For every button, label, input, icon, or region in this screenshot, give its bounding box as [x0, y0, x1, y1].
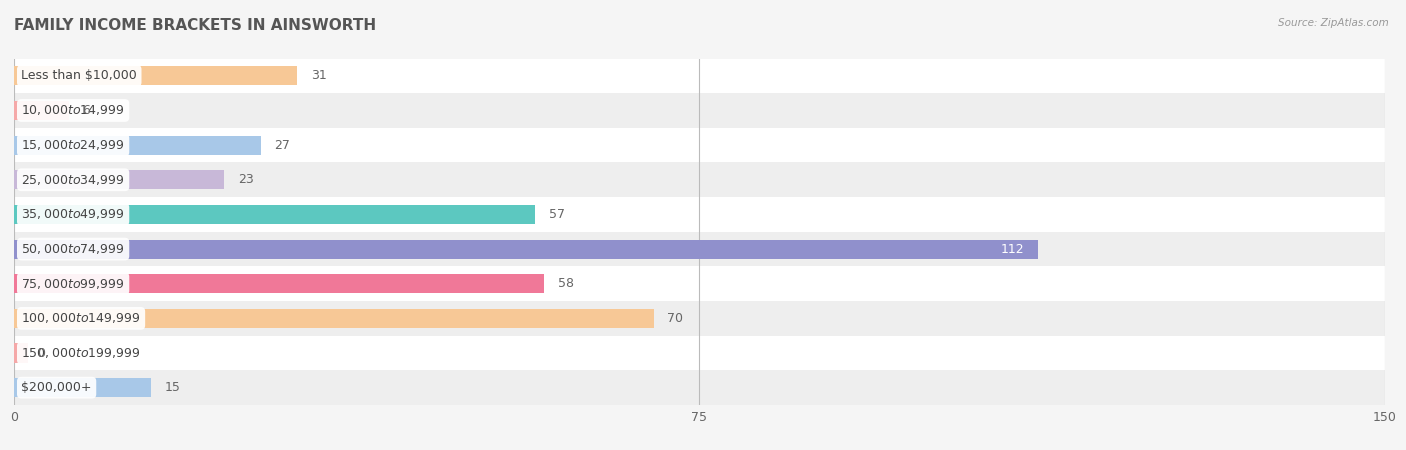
- Bar: [14, 93, 1385, 128]
- Text: FAMILY INCOME BRACKETS IN AINSWORTH: FAMILY INCOME BRACKETS IN AINSWORTH: [14, 18, 377, 33]
- Text: $150,000 to $199,999: $150,000 to $199,999: [21, 346, 141, 360]
- Bar: [14, 309, 654, 328]
- Bar: [14, 239, 1038, 259]
- Bar: [14, 128, 1385, 162]
- Bar: [14, 66, 298, 86]
- Text: 15: 15: [165, 381, 181, 394]
- Text: Source: ZipAtlas.com: Source: ZipAtlas.com: [1278, 18, 1389, 28]
- Bar: [14, 266, 1385, 301]
- Text: $25,000 to $34,999: $25,000 to $34,999: [21, 173, 125, 187]
- Text: $15,000 to $24,999: $15,000 to $24,999: [21, 138, 125, 152]
- Text: Less than $10,000: Less than $10,000: [21, 69, 138, 82]
- Bar: [14, 135, 262, 155]
- Text: $200,000+: $200,000+: [21, 381, 91, 394]
- Text: $35,000 to $49,999: $35,000 to $49,999: [21, 207, 125, 221]
- Text: 6: 6: [83, 104, 90, 117]
- Text: 57: 57: [548, 208, 565, 221]
- Text: 23: 23: [238, 173, 253, 186]
- Text: 70: 70: [668, 312, 683, 325]
- Bar: [14, 370, 1385, 405]
- Text: 31: 31: [311, 69, 326, 82]
- Bar: [14, 274, 544, 293]
- Text: 0: 0: [37, 346, 45, 360]
- Bar: [14, 205, 536, 224]
- Bar: [14, 301, 1385, 336]
- Text: $75,000 to $99,999: $75,000 to $99,999: [21, 277, 125, 291]
- Bar: [14, 170, 225, 189]
- Text: $50,000 to $74,999: $50,000 to $74,999: [21, 242, 125, 256]
- Text: 58: 58: [558, 277, 574, 290]
- Bar: [14, 101, 69, 120]
- Bar: [14, 378, 152, 397]
- Bar: [14, 58, 1385, 93]
- Bar: [14, 162, 1385, 197]
- Text: 27: 27: [274, 139, 291, 152]
- Bar: [14, 343, 28, 363]
- Bar: [14, 336, 1385, 370]
- Text: $100,000 to $149,999: $100,000 to $149,999: [21, 311, 141, 325]
- Bar: [14, 232, 1385, 266]
- Text: 112: 112: [1000, 243, 1024, 256]
- Text: $10,000 to $14,999: $10,000 to $14,999: [21, 104, 125, 117]
- Bar: [14, 197, 1385, 232]
